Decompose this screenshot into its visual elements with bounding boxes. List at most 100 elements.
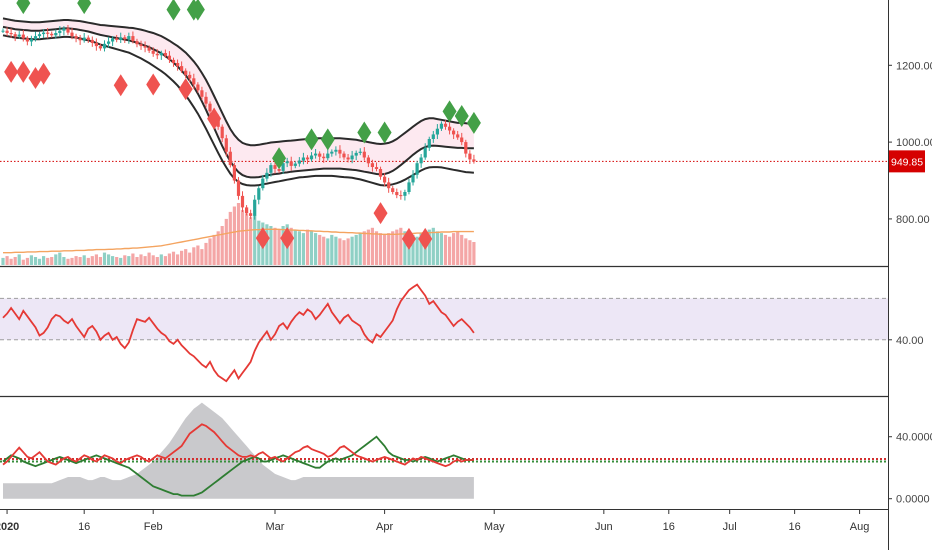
volume-bar xyxy=(46,257,50,265)
volume-bar xyxy=(326,238,330,265)
rsi-band-fill xyxy=(0,298,888,340)
candle-body xyxy=(261,178,265,189)
candle-body xyxy=(269,165,273,173)
candle-body xyxy=(236,180,241,196)
candle-body xyxy=(42,32,46,35)
candle-body xyxy=(240,195,245,208)
candle-body xyxy=(115,38,119,40)
candle-body xyxy=(293,163,297,166)
candle-body xyxy=(378,169,383,177)
rsi-axis-tick-label: 40.00 xyxy=(896,335,924,347)
volume-bar xyxy=(78,257,82,265)
volume-bar xyxy=(383,234,387,265)
candle-body xyxy=(127,36,131,40)
candle-body xyxy=(135,41,139,45)
volume-bar xyxy=(452,233,456,265)
volume-bar xyxy=(5,256,9,265)
volume-bar xyxy=(342,240,346,265)
volume-bar xyxy=(265,224,269,265)
candle-body xyxy=(188,74,192,79)
volume-bar xyxy=(139,254,143,265)
candle-body xyxy=(111,38,115,42)
candle-body xyxy=(399,195,403,197)
candle-body xyxy=(249,213,253,216)
candle-body xyxy=(107,41,111,44)
time-axis-tick-label: 16 xyxy=(789,521,801,533)
adx-area xyxy=(3,402,474,499)
candle-body xyxy=(354,152,358,156)
time-axis-tick-label: 2020 xyxy=(0,521,19,533)
volume-bar xyxy=(322,236,326,265)
volume-bar xyxy=(13,257,17,265)
candle-body xyxy=(387,182,391,189)
dmi-axis-tick-label: 40.0000 xyxy=(896,432,932,444)
candle-body xyxy=(305,157,310,160)
price-axis-tick-label: 800.00 xyxy=(896,214,930,226)
volume-bar xyxy=(468,240,472,265)
candle-body xyxy=(342,153,346,158)
sell-signal-marker xyxy=(146,73,161,96)
volume-bar xyxy=(131,253,135,265)
time-axis-tick-label: Aug xyxy=(850,521,870,533)
candle-body xyxy=(159,53,163,56)
volume-bar xyxy=(25,257,29,265)
volume-bar xyxy=(176,254,180,265)
volume-bar xyxy=(74,256,78,265)
time-axis-tick-label: 16 xyxy=(663,521,675,533)
volume-bar xyxy=(301,233,305,265)
volume-bar xyxy=(216,231,220,265)
buy-signal-marker xyxy=(320,128,335,151)
candle-body xyxy=(297,160,301,164)
volume-bar xyxy=(70,257,74,265)
volume-bar xyxy=(240,210,245,265)
candle-body xyxy=(273,165,277,169)
dmi-panel xyxy=(0,402,888,499)
volume-bar xyxy=(277,229,281,265)
volume-bar xyxy=(37,258,42,265)
volume-bar xyxy=(448,236,452,265)
candle-body xyxy=(200,90,204,97)
candle-body xyxy=(224,138,228,152)
volume-bar xyxy=(435,231,439,265)
sell-signal-marker xyxy=(207,107,222,130)
sell-signal-marker xyxy=(4,60,19,83)
candle-body xyxy=(5,30,9,33)
candle-body xyxy=(452,130,456,135)
candle-body xyxy=(460,137,464,143)
candle-body xyxy=(90,39,94,43)
volume-bar xyxy=(297,231,301,265)
volume-bar xyxy=(180,250,184,265)
candle-body xyxy=(301,157,305,161)
volume-bar xyxy=(115,257,119,265)
di-plus-line xyxy=(2,435,474,497)
candle-body xyxy=(468,153,472,160)
time-axis-tick-label: Feb xyxy=(144,521,163,533)
candle-body xyxy=(448,126,452,131)
candle-body xyxy=(326,153,330,159)
volume-bar xyxy=(281,226,285,265)
sell-signal-marker xyxy=(280,227,295,250)
candle-body xyxy=(33,36,38,40)
candle-body xyxy=(374,167,379,169)
candle-body xyxy=(439,123,443,129)
candle-body xyxy=(346,157,350,160)
band-fill xyxy=(3,18,474,178)
candle-body xyxy=(232,165,236,181)
volume-bar xyxy=(167,253,171,265)
volume-bar xyxy=(378,233,383,265)
candle-body xyxy=(338,149,342,154)
volume-bar xyxy=(135,257,139,265)
volume-bar xyxy=(220,226,224,265)
dmi-axis-tick-label: 0.0000 xyxy=(896,494,930,506)
candle-body xyxy=(151,50,155,54)
candle-body xyxy=(383,176,387,183)
candle-body xyxy=(281,163,285,171)
candle-body xyxy=(415,163,419,175)
candle-body xyxy=(265,172,269,179)
candle-body xyxy=(196,84,200,91)
volume-bar xyxy=(350,236,354,265)
candle-body xyxy=(176,63,180,67)
volume-bar xyxy=(50,257,54,265)
volume-bar xyxy=(1,257,5,265)
candle-body xyxy=(411,174,415,183)
